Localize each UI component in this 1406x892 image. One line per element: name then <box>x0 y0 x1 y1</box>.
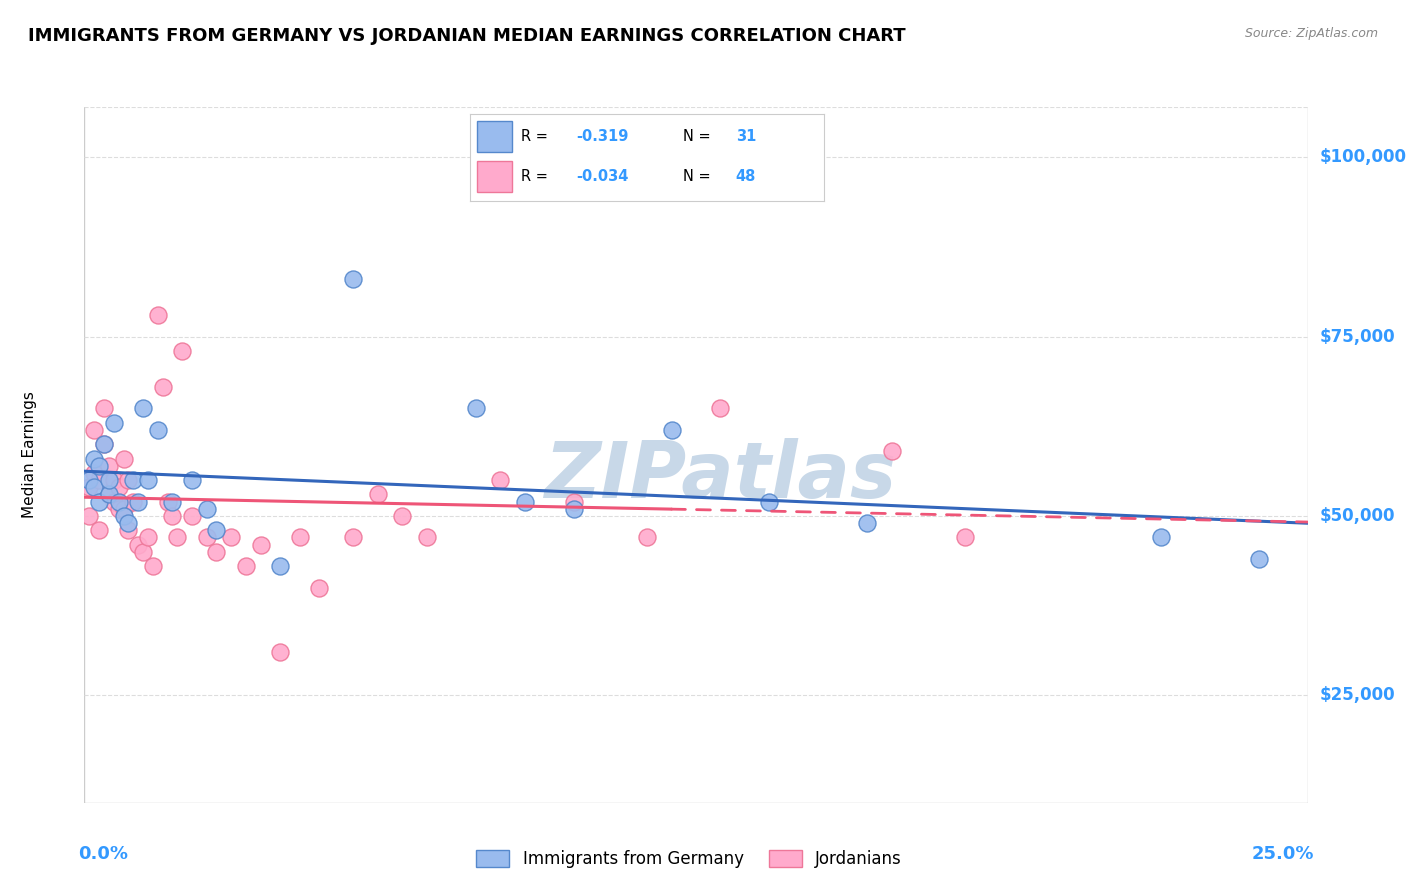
Text: $75,000: $75,000 <box>1320 327 1395 345</box>
Point <box>661 423 683 437</box>
Point <box>127 538 149 552</box>
Point <box>489 473 512 487</box>
Point <box>77 473 100 487</box>
Point <box>87 494 110 508</box>
Point <box>146 308 169 322</box>
Point <box>562 494 585 508</box>
Point <box>758 494 780 508</box>
Point <box>122 473 145 487</box>
Point <box>103 416 125 430</box>
Point <box>93 437 115 451</box>
Point <box>103 494 125 508</box>
Point <box>93 401 115 416</box>
Point <box>142 559 165 574</box>
Point <box>83 480 105 494</box>
Point <box>342 530 364 544</box>
Point <box>195 501 218 516</box>
Point <box>880 444 903 458</box>
Legend: Immigrants from Germany, Jordanians: Immigrants from Germany, Jordanians <box>470 843 908 875</box>
Point <box>93 437 115 451</box>
Point <box>107 480 129 494</box>
Point <box>235 559 257 574</box>
Point <box>117 473 139 487</box>
Point <box>249 538 271 552</box>
Point <box>122 494 145 508</box>
Point <box>156 494 179 508</box>
Point <box>172 343 194 358</box>
Point <box>416 530 439 544</box>
Point <box>205 523 228 537</box>
Point <box>136 473 159 487</box>
Point <box>205 545 228 559</box>
Point <box>162 508 184 523</box>
Point <box>97 487 120 501</box>
Point <box>83 423 105 437</box>
Point <box>132 401 155 416</box>
Point <box>181 473 204 487</box>
Point <box>112 451 135 466</box>
Text: $50,000: $50,000 <box>1320 507 1395 524</box>
Point <box>562 501 585 516</box>
Text: 0.0%: 0.0% <box>79 845 128 863</box>
Point <box>152 380 174 394</box>
Point <box>107 494 129 508</box>
Text: Source: ZipAtlas.com: Source: ZipAtlas.com <box>1244 27 1378 40</box>
Text: ZIPatlas: ZIPatlas <box>544 438 897 514</box>
Point <box>83 451 105 466</box>
Point <box>181 508 204 523</box>
Point <box>146 423 169 437</box>
Point <box>87 523 110 537</box>
Point <box>97 458 120 473</box>
Point <box>112 508 135 523</box>
Point <box>103 473 125 487</box>
Point <box>269 645 291 659</box>
Point <box>636 530 658 544</box>
Point <box>83 466 105 480</box>
Point <box>97 473 120 487</box>
Point <box>219 530 242 544</box>
Text: Median Earnings: Median Earnings <box>22 392 37 518</box>
Point <box>117 516 139 530</box>
Point <box>87 473 110 487</box>
Text: 25.0%: 25.0% <box>1251 845 1313 863</box>
Point <box>709 401 731 416</box>
Text: $25,000: $25,000 <box>1320 686 1395 704</box>
Text: $100,000: $100,000 <box>1320 148 1406 166</box>
Point <box>513 494 536 508</box>
Point <box>856 516 879 530</box>
Point <box>117 523 139 537</box>
Point <box>288 530 311 544</box>
Point <box>1150 530 1173 544</box>
Point <box>269 559 291 574</box>
Point <box>77 480 100 494</box>
Point <box>391 508 413 523</box>
Point <box>367 487 389 501</box>
Point <box>195 530 218 544</box>
Point <box>464 401 486 416</box>
Point <box>77 508 100 523</box>
Point <box>1247 552 1270 566</box>
Point <box>97 487 120 501</box>
Point <box>136 530 159 544</box>
Point <box>87 458 110 473</box>
Point <box>166 530 188 544</box>
Point <box>132 545 155 559</box>
Point <box>342 272 364 286</box>
Point <box>112 501 135 516</box>
Point <box>308 581 330 595</box>
Point <box>162 494 184 508</box>
Text: IMMIGRANTS FROM GERMANY VS JORDANIAN MEDIAN EARNINGS CORRELATION CHART: IMMIGRANTS FROM GERMANY VS JORDANIAN MED… <box>28 27 905 45</box>
Point <box>107 501 129 516</box>
Point <box>127 494 149 508</box>
Point <box>953 530 976 544</box>
